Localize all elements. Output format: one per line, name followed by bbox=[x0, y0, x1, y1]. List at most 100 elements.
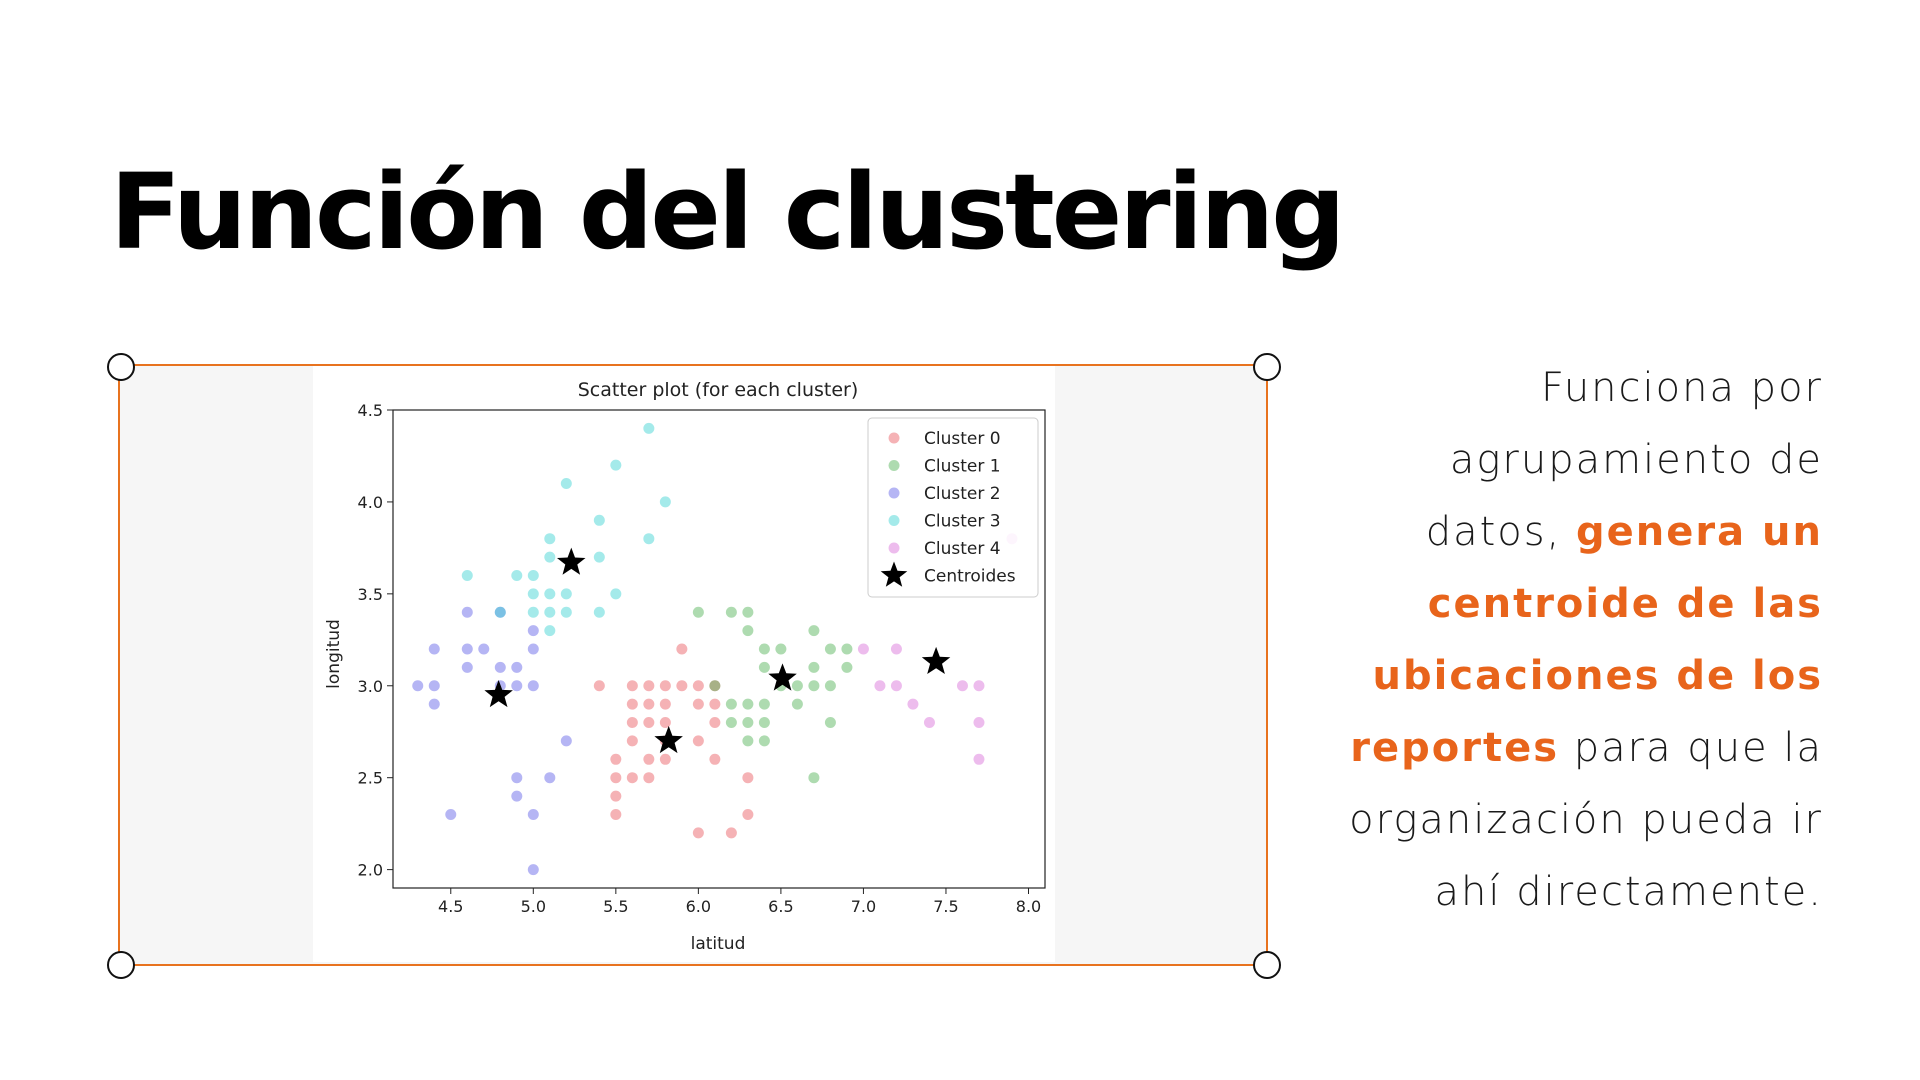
cluster-1-point bbox=[725, 717, 737, 729]
cluster-3-point bbox=[527, 606, 539, 618]
cluster-3-point bbox=[593, 514, 605, 526]
cluster-0-point bbox=[659, 698, 671, 710]
cluster-2-point bbox=[494, 661, 506, 673]
cluster-0-point bbox=[593, 680, 605, 692]
cluster-2-point bbox=[494, 606, 506, 618]
cluster-4-point bbox=[973, 680, 985, 692]
cluster-1-point bbox=[824, 680, 836, 692]
x-tick-label: 6.0 bbox=[686, 897, 711, 916]
cluster-2-point bbox=[428, 643, 440, 655]
cluster-2-point bbox=[527, 864, 539, 876]
cluster-0-point bbox=[659, 753, 671, 765]
cluster-0-point bbox=[610, 753, 622, 765]
cluster-3-point bbox=[659, 496, 671, 508]
cluster-0-point bbox=[692, 827, 704, 839]
cluster-1-point bbox=[742, 606, 754, 618]
legend-label: Cluster 3 bbox=[924, 512, 1001, 532]
cluster-3-point bbox=[544, 533, 556, 545]
cluster-1-point bbox=[709, 680, 721, 692]
cluster-3-point bbox=[527, 569, 539, 581]
scatter-chart-image: Scatter plot (for each cluster) latitud … bbox=[313, 366, 1055, 962]
x-tick-label: 6.5 bbox=[768, 897, 793, 916]
description-text: Funciona por agrupamiento de datos, gene… bbox=[1303, 352, 1823, 928]
cluster-2-point bbox=[445, 808, 457, 820]
legend-star-marker bbox=[880, 561, 908, 587]
cluster-4-point bbox=[890, 643, 902, 655]
y-tick-label: 4.0 bbox=[358, 493, 383, 512]
cluster-0-point bbox=[626, 717, 638, 729]
cluster-1-point bbox=[725, 698, 737, 710]
cluster-3-point bbox=[560, 606, 572, 618]
cluster-2-point bbox=[511, 680, 523, 692]
cluster-2-point bbox=[511, 661, 523, 673]
cluster-2-point bbox=[511, 790, 523, 802]
cluster-0-point bbox=[725, 827, 737, 839]
description-plain-start: Funciona por agrupamiento de datos, bbox=[1425, 365, 1823, 555]
cluster-1-point bbox=[758, 735, 770, 747]
cluster-1-point bbox=[808, 661, 820, 673]
cluster-0-point bbox=[626, 698, 638, 710]
resize-handle-bottom-left[interactable] bbox=[107, 951, 135, 979]
cluster-3-point bbox=[544, 606, 556, 618]
centroid-star bbox=[557, 547, 586, 575]
cluster-3-point bbox=[494, 606, 506, 618]
legend-label: Centroides bbox=[924, 567, 1016, 587]
centroid-star bbox=[654, 725, 683, 754]
cluster-0-point bbox=[643, 717, 655, 729]
cluster-4-point bbox=[874, 680, 886, 692]
cluster-2-point bbox=[527, 680, 539, 692]
legend-marker bbox=[888, 432, 900, 444]
resize-handle-top-left[interactable] bbox=[107, 353, 135, 381]
x-tick-label: 7.0 bbox=[851, 897, 876, 916]
cluster-0-point bbox=[676, 680, 688, 692]
centroid-star bbox=[921, 646, 951, 674]
x-axis-label: latitud bbox=[691, 934, 746, 954]
cluster-1-point bbox=[742, 735, 754, 747]
cluster-1-point bbox=[841, 661, 853, 673]
cluster-0-point bbox=[709, 753, 721, 765]
cluster-1-point bbox=[742, 717, 754, 729]
resize-handle-bottom-right[interactable] bbox=[1253, 951, 1281, 979]
x-tick-label: 4.5 bbox=[438, 897, 463, 916]
cluster-2-point bbox=[544, 772, 556, 784]
cluster-4-point bbox=[890, 680, 902, 692]
cluster-1-point bbox=[808, 772, 820, 784]
cluster-0-point bbox=[709, 698, 721, 710]
cluster-0-point bbox=[709, 717, 721, 729]
cluster-1-point bbox=[758, 643, 770, 655]
cluster-0-point bbox=[643, 680, 655, 692]
cluster-1-point bbox=[758, 698, 770, 710]
cluster-0-point bbox=[742, 808, 754, 820]
cluster-3-point bbox=[643, 422, 655, 434]
centroid-star bbox=[484, 680, 513, 708]
cluster-3-point bbox=[593, 606, 605, 618]
legend-marker bbox=[888, 460, 900, 471]
cluster-3-point bbox=[511, 569, 523, 581]
legend-marker bbox=[888, 487, 900, 499]
legend-label: Cluster 2 bbox=[924, 484, 1001, 504]
cluster-0-point bbox=[659, 717, 671, 729]
cluster-4-point bbox=[857, 643, 869, 655]
cluster-4-point bbox=[923, 717, 935, 729]
cluster-0-point bbox=[626, 680, 638, 692]
x-tick-label: 8.0 bbox=[1016, 897, 1041, 916]
resize-handle-top-right[interactable] bbox=[1253, 353, 1281, 381]
cluster-0-point bbox=[692, 680, 704, 692]
cluster-3-point bbox=[560, 478, 572, 490]
legend-box bbox=[867, 417, 1039, 598]
cluster-1-point bbox=[824, 643, 836, 655]
cluster-2-point bbox=[428, 680, 440, 692]
cluster-3-point bbox=[544, 625, 556, 637]
cluster-1-point bbox=[775, 643, 787, 655]
cluster-3-point bbox=[560, 588, 572, 600]
cluster-2-point bbox=[461, 643, 473, 655]
x-tick-label: 7.5 bbox=[933, 897, 958, 916]
cluster-0-point bbox=[709, 680, 721, 692]
cluster-2-point bbox=[412, 680, 424, 692]
cluster-4-point bbox=[956, 680, 968, 692]
cluster-0-point bbox=[610, 808, 622, 820]
cluster-0-point bbox=[692, 735, 704, 747]
cluster-1-point bbox=[725, 606, 737, 618]
cluster-2-point bbox=[428, 698, 440, 710]
cluster-2-point bbox=[478, 643, 490, 655]
